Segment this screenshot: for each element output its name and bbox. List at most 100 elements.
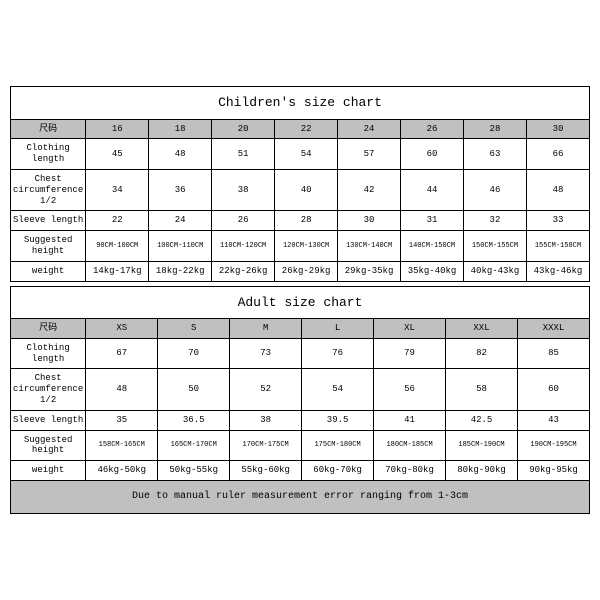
adult-cell: 55kg-60kg — [230, 461, 302, 481]
adult-cell: 56 — [374, 369, 446, 410]
children-cell: 40 — [275, 169, 338, 210]
adult-cell: 35 — [86, 410, 158, 430]
adult-row: weight46kg-50kg50kg-55kg55kg-60kg60kg-70… — [11, 461, 590, 481]
adult-row: Clothing length67707376798285 — [11, 338, 590, 369]
adult-cell: 90kg-95kg — [517, 461, 589, 481]
children-cell: 44 — [401, 169, 464, 210]
adult-row-label: Chest circumference 1/2 — [11, 369, 86, 410]
children-cell: 22 — [86, 211, 149, 231]
children-row: Clothing length4548515457606366 — [11, 139, 590, 170]
adult-cell: 48 — [86, 369, 158, 410]
children-cell: 30 — [338, 211, 401, 231]
children-cell: 35kg-40kg — [401, 261, 464, 281]
adult-row-label: weight — [11, 461, 86, 481]
adult-size-6: XXXL — [517, 319, 589, 339]
adult-cell: 80kg-90kg — [446, 461, 518, 481]
adult-size-1: S — [158, 319, 230, 339]
children-cell: 34 — [86, 169, 149, 210]
children-cell: 140CM-150CM — [401, 231, 464, 262]
adult-cell: 85 — [517, 338, 589, 369]
children-cell: 57 — [338, 139, 401, 170]
children-cell: 90CM-100CM — [86, 231, 149, 262]
children-cell: 155CM-158CM — [526, 231, 589, 262]
adult-row-label: Clothing length — [11, 338, 86, 369]
children-row-label: weight — [11, 261, 86, 281]
children-cell: 22kg-26kg — [212, 261, 275, 281]
children-cell: 26kg-29kg — [275, 261, 338, 281]
adult-cell: 185CM-190CM — [446, 430, 518, 461]
children-title-row: Children's size chart — [11, 86, 590, 119]
children-row: Suggested height90CM-100CM100CM-110CM110… — [11, 231, 590, 262]
children-cell: 48 — [149, 139, 212, 170]
adult-table: Adult size chart 尺码 XS S M L XL XXL XXXL… — [10, 286, 590, 515]
children-size-0: 16 — [86, 119, 149, 139]
children-cell: 40kg-43kg — [463, 261, 526, 281]
size-chart-wrapper: Children's size chart 尺码 16 18 20 22 24 … — [10, 86, 590, 514]
children-size-7: 30 — [526, 119, 589, 139]
children-row: Sleeve length2224262830313233 — [11, 211, 590, 231]
adult-cell: 50kg-55kg — [158, 461, 230, 481]
adult-cell: 52 — [230, 369, 302, 410]
children-table: Children's size chart 尺码 16 18 20 22 24 … — [10, 86, 590, 282]
adult-cell: 46kg-50kg — [86, 461, 158, 481]
children-cell: 31 — [401, 211, 464, 231]
children-cell: 24 — [149, 211, 212, 231]
adult-cell: 73 — [230, 338, 302, 369]
adult-size-3: L — [302, 319, 374, 339]
adult-cell: 70 — [158, 338, 230, 369]
children-size-3: 22 — [275, 119, 338, 139]
adult-size-0: XS — [86, 319, 158, 339]
adult-cell: 58 — [446, 369, 518, 410]
adult-cell: 39.5 — [302, 410, 374, 430]
children-cell: 51 — [212, 139, 275, 170]
children-body: Clothing length4548515457606366Chest cir… — [11, 139, 590, 281]
children-cell: 36 — [149, 169, 212, 210]
children-cell: 60 — [401, 139, 464, 170]
adult-cell: 76 — [302, 338, 374, 369]
adult-cell: 38 — [230, 410, 302, 430]
children-cell: 130CM-140CM — [338, 231, 401, 262]
children-row-label: Sleeve length — [11, 211, 86, 231]
adult-cell: 70kg-80kg — [374, 461, 446, 481]
children-cell: 29kg-35kg — [338, 261, 401, 281]
children-cell: 48 — [526, 169, 589, 210]
adult-cell: 175CM-180CM — [302, 430, 374, 461]
children-cell: 18kg-22kg — [149, 261, 212, 281]
children-size-1: 18 — [149, 119, 212, 139]
children-cell: 28 — [275, 211, 338, 231]
adult-cell: 41 — [374, 410, 446, 430]
children-cell: 110CM-120CM — [212, 231, 275, 262]
adult-title: Adult size chart — [11, 286, 590, 319]
children-row: Chest circumference 1/23436384042444648 — [11, 169, 590, 210]
adult-cell: 54 — [302, 369, 374, 410]
adult-cell: 170CM-175CM — [230, 430, 302, 461]
adult-cell: 190CM-195CM — [517, 430, 589, 461]
children-cell: 33 — [526, 211, 589, 231]
children-label-col: 尺码 — [11, 119, 86, 139]
adult-row: Suggested height158CM-165CM165CM-170CM17… — [11, 430, 590, 461]
adult-header-row: 尺码 XS S M L XL XXL XXXL — [11, 319, 590, 339]
adult-row-label: Sleeve length — [11, 410, 86, 430]
children-size-2: 20 — [212, 119, 275, 139]
adult-cell: 60kg-70kg — [302, 461, 374, 481]
children-row-label: Chest circumference 1/2 — [11, 169, 86, 210]
children-cell: 26 — [212, 211, 275, 231]
adult-body: Clothing length67707376798285Chest circu… — [11, 338, 590, 480]
children-cell: 14kg-17kg — [86, 261, 149, 281]
adult-row-label: Suggested height — [11, 430, 86, 461]
adult-cell: 67 — [86, 338, 158, 369]
adult-cell: 180CM-185CM — [374, 430, 446, 461]
children-row: weight14kg-17kg18kg-22kg22kg-26kg26kg-29… — [11, 261, 590, 281]
adult-cell: 82 — [446, 338, 518, 369]
children-row-label: Clothing length — [11, 139, 86, 170]
children-cell: 150CM-155CM — [463, 231, 526, 262]
children-cell: 38 — [212, 169, 275, 210]
adult-footer-row: Due to manual ruler measurement error ra… — [11, 481, 590, 514]
children-header-row: 尺码 16 18 20 22 24 26 28 30 — [11, 119, 590, 139]
adult-cell: 43 — [517, 410, 589, 430]
adult-size-4: XL — [374, 319, 446, 339]
adult-cell: 60 — [517, 369, 589, 410]
adult-cell: 158CM-165CM — [86, 430, 158, 461]
adult-size-5: XXL — [446, 319, 518, 339]
children-cell: 42 — [338, 169, 401, 210]
